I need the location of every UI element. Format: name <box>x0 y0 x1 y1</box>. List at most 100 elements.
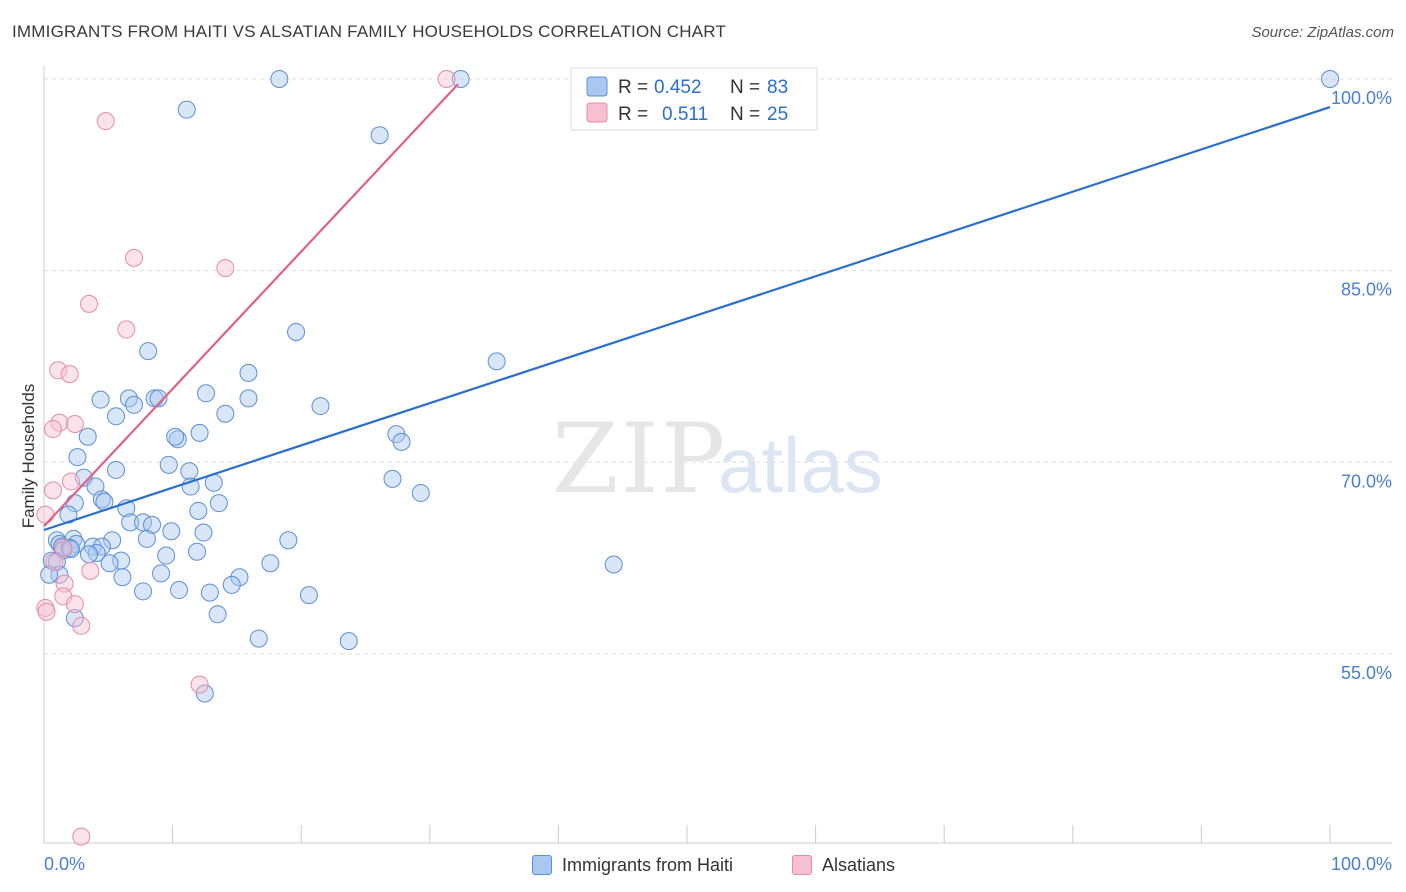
haiti-point-61 <box>188 542 207 561</box>
alsatian-point-16 <box>81 561 100 580</box>
legend-bottom-item-alsatians: Alsatians <box>792 852 895 878</box>
haiti-point-8 <box>239 363 258 382</box>
alsatian-point-7 <box>60 365 79 384</box>
haiti-point-44 <box>143 515 162 534</box>
alsatian-point-9 <box>65 414 84 433</box>
haiti-point-68 <box>261 554 280 573</box>
legend-top-r-label-2: R = <box>618 104 648 125</box>
haiti-point-1 <box>451 70 470 88</box>
legend-top-swatch-pink <box>586 102 608 123</box>
haiti-point-79 <box>299 586 318 605</box>
alsatian-point-0 <box>437 70 456 88</box>
haiti-point-25 <box>68 448 87 467</box>
haiti-point-39 <box>209 494 228 513</box>
haiti-point-10 <box>91 390 110 409</box>
alsatian-point-1 <box>96 112 115 131</box>
legend-bottom-label-alsatians: Alsatians <box>822 854 896 875</box>
y-tick-label-100: 100.0% <box>1331 88 1392 108</box>
haiti-point-17 <box>107 407 126 426</box>
legend-top: R = 0.452 N = 83 R = 0.511 N = 25 <box>570 67 818 131</box>
haiti-point-50 <box>103 531 122 550</box>
haiti-point-81 <box>208 605 227 624</box>
haiti-point-24 <box>392 432 411 451</box>
alsatian-trend-line <box>43 83 459 527</box>
haiti-point-22 <box>166 427 185 446</box>
haiti-point-26 <box>159 455 178 474</box>
haiti-point-42 <box>121 513 140 532</box>
haiti-point-16 <box>311 397 330 416</box>
haiti-point-40 <box>59 505 78 524</box>
haiti-point-77 <box>170 581 189 600</box>
alsatian-point-21 <box>37 602 56 621</box>
haiti-point-28 <box>180 462 199 481</box>
trend-lines <box>43 83 1331 532</box>
y-tick-label-55: 55.0% <box>1341 663 1392 683</box>
haiti-point-82 <box>249 629 268 648</box>
haiti-point-23 <box>78 427 97 446</box>
alsatian-point-6 <box>49 361 68 380</box>
legend-top-n-value-1: 83 <box>767 77 788 98</box>
alsatian-point-3 <box>216 259 235 278</box>
haiti-point-3 <box>177 100 196 119</box>
haiti-point-36 <box>92 490 111 509</box>
tick-labels: 55.0% 70.0% 85.0% 100.0% 0.0% 100.0% <box>44 88 1392 874</box>
y-axis-label: Family Households <box>19 384 38 529</box>
legend-top-n-label-1: N = <box>730 77 760 98</box>
haiti-point-67 <box>100 554 119 573</box>
haiti-point-20 <box>190 423 209 442</box>
legend-top-box <box>570 67 818 131</box>
haiti-point-76 <box>134 582 153 601</box>
legend-top-n-label-2: N = <box>730 104 760 125</box>
haiti-point-9 <box>197 384 216 403</box>
alsatian-point-15 <box>45 552 64 571</box>
haiti-point-21 <box>168 430 187 449</box>
haiti-point-4 <box>370 126 389 145</box>
alsatian-point-23 <box>190 675 209 694</box>
watermark: ZIP atlas <box>552 403 883 515</box>
x-tick-label-100: 100.0% <box>1331 854 1392 874</box>
haiti-point-60 <box>87 543 106 562</box>
haiti-point-58 <box>62 540 81 559</box>
watermark-zip: ZIP <box>552 403 727 515</box>
alsatian-point-19 <box>65 595 84 614</box>
chart-title: IMMIGRANTS FROM HAITI VS ALSATIAN FAMILY… <box>12 22 727 41</box>
haiti-point-57 <box>60 538 79 557</box>
alsatian-point-22 <box>72 616 91 635</box>
haiti-point-30 <box>383 469 402 488</box>
legend-bottom: Immigrants from Haiti Alsatians <box>0 852 1406 878</box>
haiti-point-84 <box>195 684 214 703</box>
legend-bottom-label-haiti: Immigrants from Haiti <box>562 854 734 875</box>
alsatian-point-24 <box>72 827 91 846</box>
haiti-point-69 <box>604 555 623 574</box>
haiti-point-75 <box>222 575 241 594</box>
haiti-point-62 <box>157 546 176 565</box>
watermark-atlas: atlas <box>718 421 883 509</box>
haiti-point-46 <box>194 523 213 542</box>
haiti-point-27 <box>107 460 126 479</box>
haiti-point-51 <box>279 531 298 550</box>
haiti-point-49 <box>137 529 156 548</box>
source-credit: Source: ZipAtlas.com <box>1251 24 1394 41</box>
haiti-point-41 <box>189 501 208 520</box>
alsatian-point-2 <box>125 248 144 267</box>
alsatian-point-5 <box>117 320 136 339</box>
haiti-point-6 <box>287 322 306 341</box>
haiti-point-2 <box>1321 70 1339 88</box>
y-tick-label-85: 85.0% <box>1341 280 1392 300</box>
alsatian-point-13 <box>36 505 55 524</box>
haiti-trend-line <box>43 106 1331 532</box>
haiti-point-7 <box>487 352 506 371</box>
haiti-point-78 <box>200 583 219 602</box>
haiti-point-83 <box>339 632 358 651</box>
legend-bottom-swatch-blue <box>532 855 552 875</box>
legend-top-r-value-2: 0.511 <box>662 104 708 125</box>
haiti-point-18 <box>216 404 235 423</box>
alsatian-point-12 <box>44 481 63 500</box>
haiti-point-71 <box>152 564 171 583</box>
axes <box>43 66 1392 844</box>
legend-top-n-value-2: 25 <box>767 104 788 125</box>
haiti-point-80 <box>65 609 84 628</box>
x-tick-label-0: 0.0% <box>44 854 85 874</box>
legend-top-swatch-blue <box>586 76 608 97</box>
data-points <box>36 70 1339 846</box>
